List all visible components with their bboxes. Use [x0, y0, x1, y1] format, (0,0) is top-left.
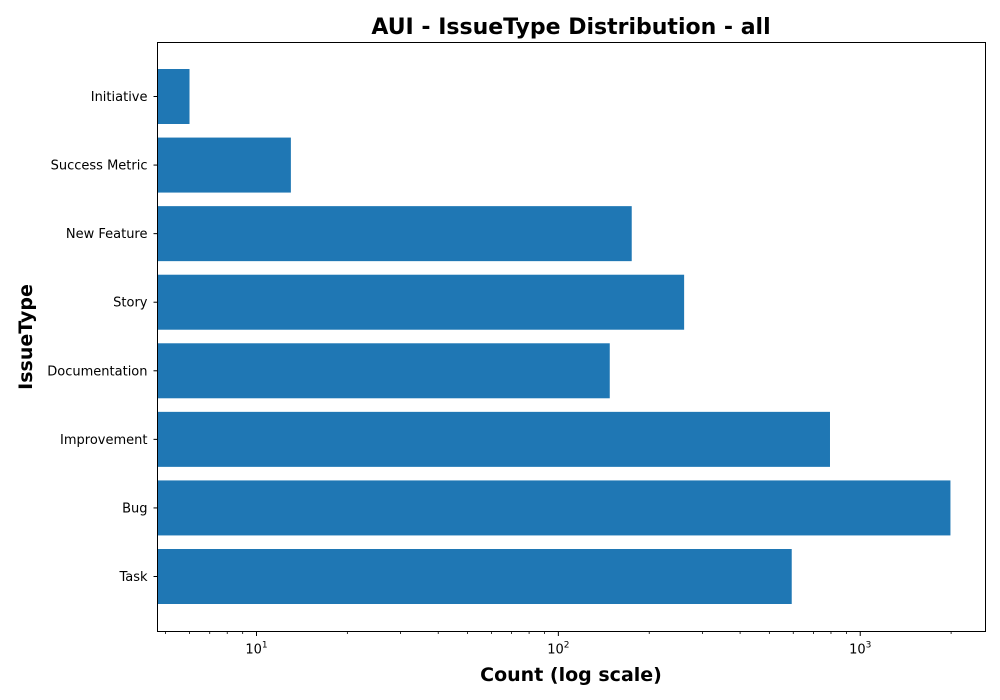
bar-success-metric [157, 137, 291, 193]
y-tick-label: Initiative [91, 90, 148, 105]
bar-initiative [157, 69, 190, 124]
plot-frame [157, 42, 986, 632]
y-tick-label: Documentation [47, 364, 147, 379]
x-tick-label: 103 [849, 641, 871, 658]
y-tick-labels: Initiative Success Metric New Feature Story… [47, 90, 158, 585]
y-tick-label: Story [113, 296, 148, 311]
y-tick-label: New Feature [66, 227, 148, 242]
bar-documentation [157, 343, 610, 399]
bar-new-feature [157, 206, 632, 262]
x-ticks: 101 102 103 [165, 631, 952, 658]
chart-title: AUI - IssueType Distribution - all [371, 15, 770, 40]
y-tick-label: Improvement [60, 433, 147, 448]
y-tick-label: Bug [122, 501, 147, 516]
bar-improvement [157, 411, 830, 467]
bar-task [157, 549, 792, 604]
x-axis-label: Count (log scale) [480, 664, 662, 686]
bar-bug [157, 480, 951, 536]
x-tick-label: 101 [245, 641, 267, 658]
bar-story [157, 274, 685, 330]
x-tick-label: 102 [547, 641, 569, 658]
bars-group [157, 69, 951, 604]
y-tick-label: Success Metric [51, 159, 148, 174]
y-axis-label: IssueType [15, 284, 37, 390]
y-tick-label: Task [118, 570, 148, 585]
